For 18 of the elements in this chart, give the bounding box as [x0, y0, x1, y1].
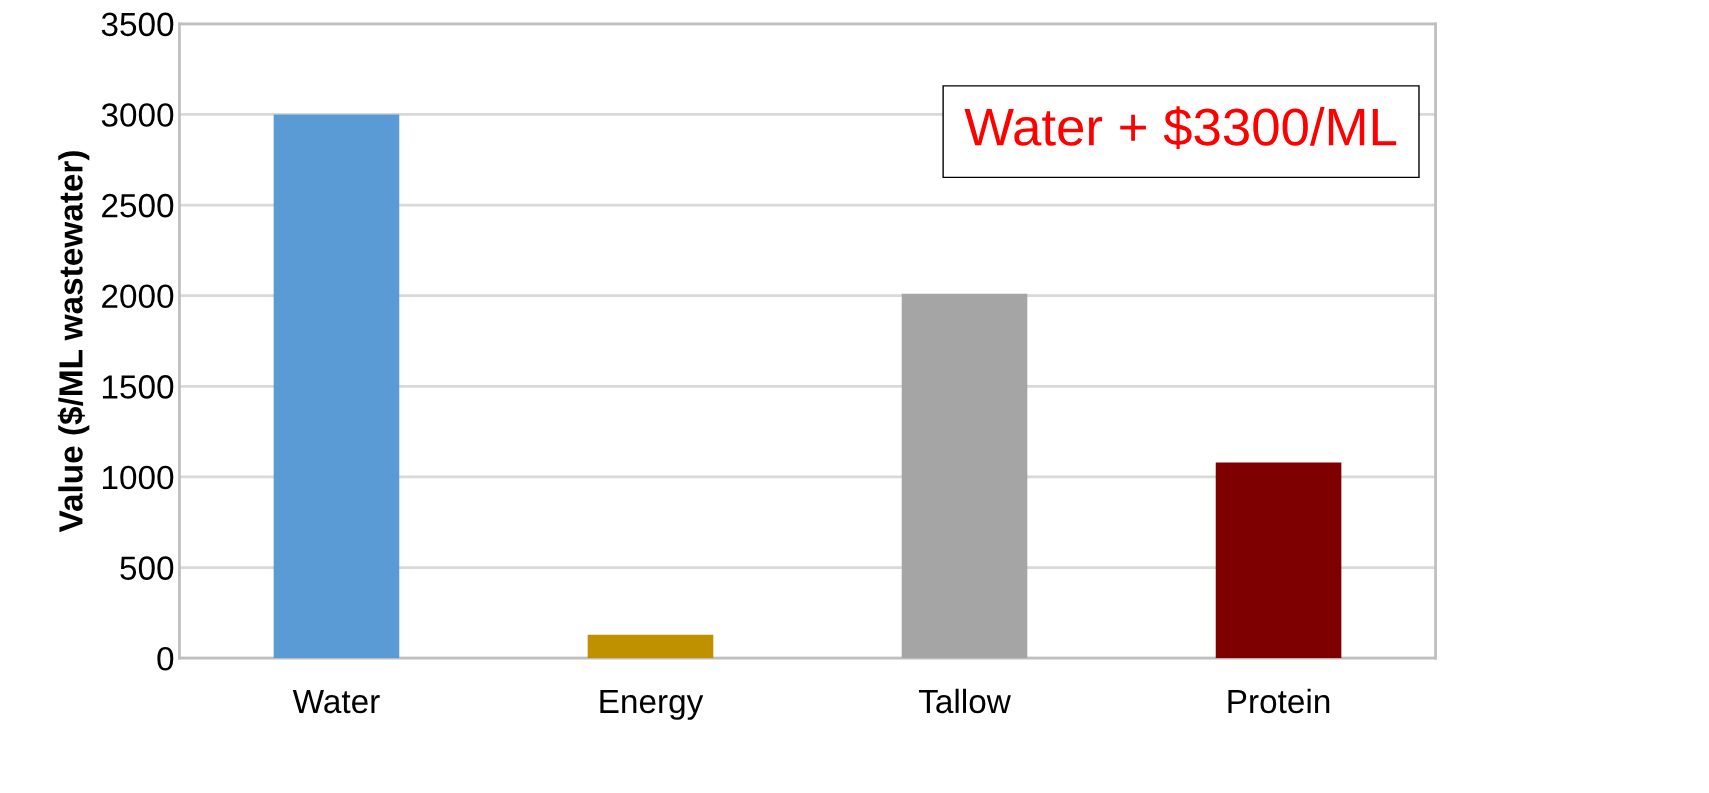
y-tick-label: 0	[157, 646, 174, 671]
bar	[901, 293, 1028, 659]
y-tick-label: 500	[120, 556, 174, 580]
annotation: Water + $3300/ML	[964, 106, 1397, 149]
x-tick-label: Tallow	[918, 688, 1011, 714]
y-axis-title: Value ($/ML wastewater)	[57, 151, 90, 533]
y-tick-label: 2500	[102, 193, 174, 218]
y-tick-label: 2000	[102, 284, 174, 309]
bar	[273, 114, 400, 659]
x-tick-label: Protein	[1228, 688, 1330, 714]
y-tick-label: 3000	[101, 103, 174, 127]
bar	[587, 634, 714, 659]
x-tick-label: Water	[292, 689, 380, 714]
x-tick-label: Energy	[600, 689, 704, 720]
y-tick-label: 1500	[102, 375, 174, 399]
bar	[1215, 462, 1342, 659]
y-tick-label: 1000	[102, 465, 174, 490]
y-tick-label: 3500	[101, 12, 174, 37]
